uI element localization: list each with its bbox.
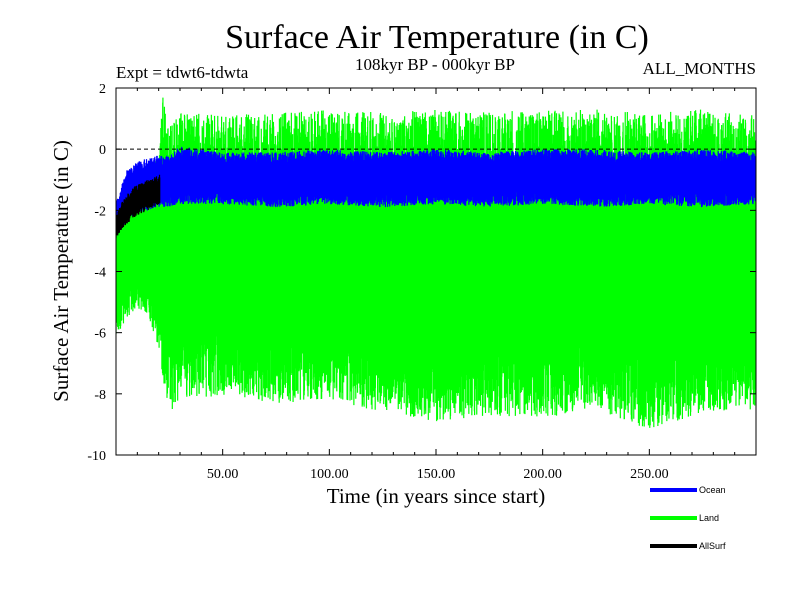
series-allsurf-trace — [116, 174, 161, 238]
experiment-label: Expt = tdwt6-tdwta — [116, 63, 249, 82]
y-tick-label: -2 — [94, 204, 106, 219]
series-land — [116, 97, 756, 428]
y-tick-label: -8 — [94, 388, 106, 403]
legend: Ocean Land AllSurf — [650, 485, 726, 551]
x-tick-label: 50.00 — [207, 467, 239, 482]
legend-item-allsurf: AllSurf — [650, 541, 726, 551]
y-tick-label: -4 — [94, 266, 106, 281]
y-tick-label: 2 — [99, 82, 106, 97]
legend-label: AllSurf — [699, 541, 726, 551]
series-allsurf — [116, 174, 161, 238]
months-label: ALL_MONTHS — [643, 59, 756, 78]
y-tick-label: 0 — [99, 143, 106, 158]
x-tick-label: 150.00 — [417, 467, 456, 482]
x-axis: 50.00 100.00 150.00 200.00 250.00 — [136, 88, 736, 482]
y-tick-label: -6 — [94, 327, 106, 342]
legend-label: Land — [699, 513, 719, 523]
x-tick-label: 250.00 — [630, 467, 669, 482]
series-land-trace — [116, 97, 756, 428]
legend-item-land: Land — [650, 513, 719, 523]
plot-area: -10 -8 -6 -4 -2 0 2 50.00 100.00 150.00 200.00 250… — [87, 82, 757, 482]
series-ocean — [116, 146, 756, 236]
y-tick-label: -10 — [87, 449, 106, 464]
y-axis: -10 -8 -6 -4 -2 0 2 — [87, 82, 756, 464]
legend-item-ocean: Ocean — [650, 485, 726, 495]
series-ocean-trace — [116, 146, 756, 236]
x-axis-label: Time (in years since start) — [327, 484, 546, 508]
x-tick-label: 100.00 — [310, 467, 349, 482]
x-tick-label: 200.00 — [523, 467, 562, 482]
series-layer — [116, 97, 756, 428]
period-label: 108kyr BP - 000kyr BP — [355, 55, 515, 74]
legend-label: Ocean — [699, 485, 726, 495]
chart-title: Surface Air Temperature (in C) — [225, 19, 649, 56]
y-axis-label: Surface Air Temperature (in C) — [49, 140, 73, 402]
